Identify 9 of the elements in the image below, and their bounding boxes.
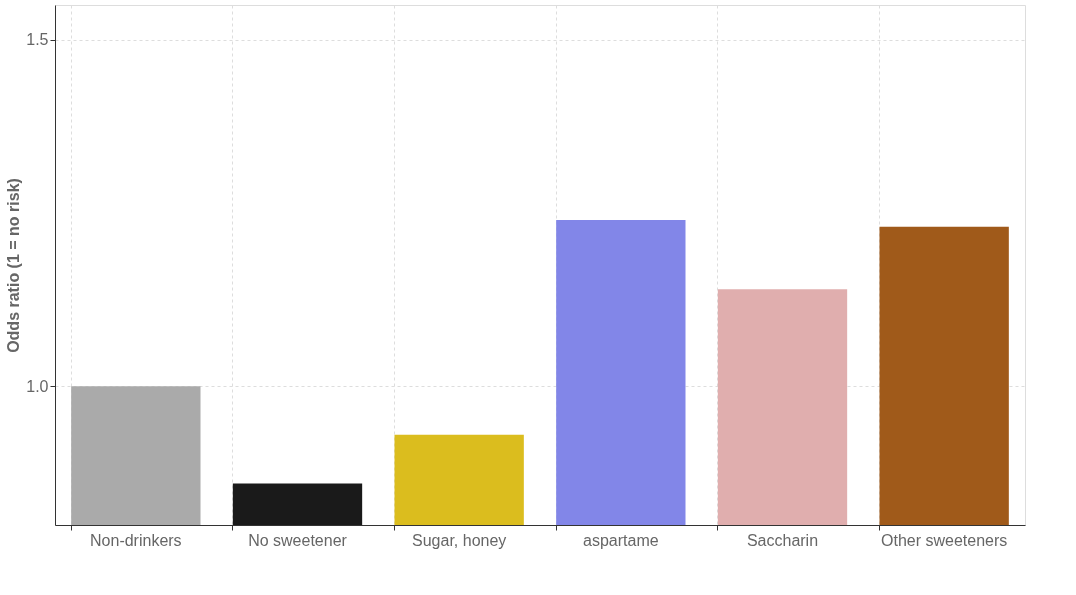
x-tick-label: Saccharin (746, 531, 819, 549)
x-tick-label: Non-drinkers (90, 531, 182, 549)
x-tick-label: Other sweeteners (881, 531, 1008, 549)
x-tick-label: No sweetener (248, 531, 348, 549)
x-tick-label: Sugar, honey (412, 531, 507, 549)
x-tick-label: aspartame (583, 531, 659, 549)
y-tick-label: 1.0 (26, 377, 49, 395)
y-axis-title: Odds ratio (1 = no risk) (5, 178, 23, 353)
y-tick-label: 1.5 (26, 31, 49, 49)
